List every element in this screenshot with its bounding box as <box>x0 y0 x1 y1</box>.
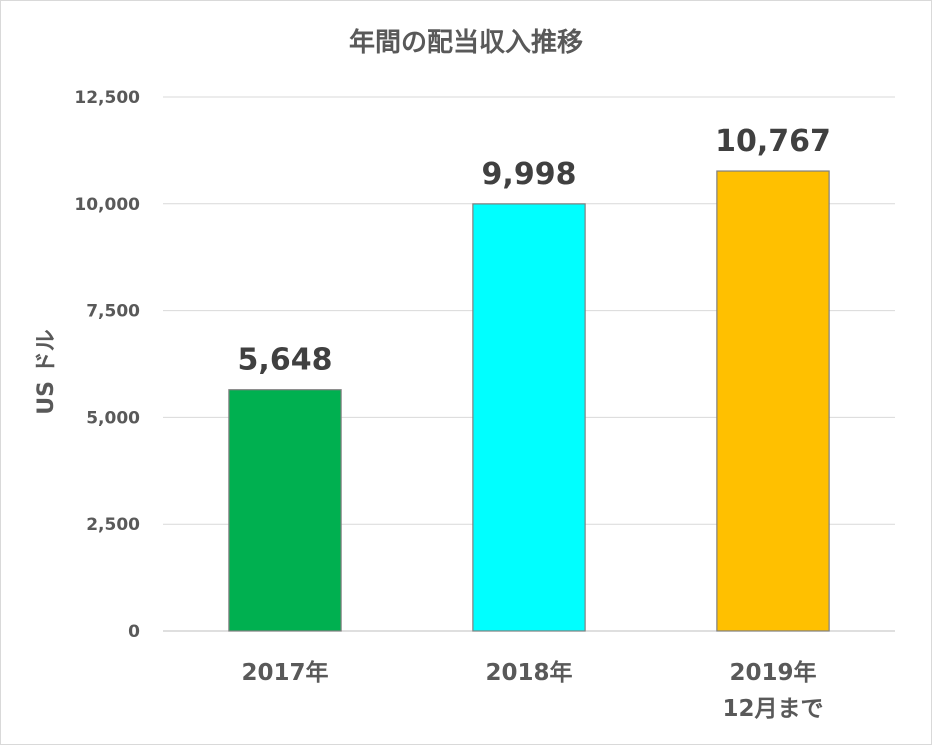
data-label: 5,648 <box>238 343 333 378</box>
bar <box>228 389 342 632</box>
bar <box>716 170 830 632</box>
x-tick-label: 2018年 <box>485 659 572 686</box>
chart-title: 年間の配当収入推移 <box>348 28 583 58</box>
y-tick-label: 7,500 <box>86 302 140 322</box>
y-tick-label: 10,000 <box>74 195 140 215</box>
y-tick-label: 0 <box>128 622 140 642</box>
bar <box>472 203 586 632</box>
x-tick-label: 2019年 <box>729 659 816 686</box>
y-tick-label: 12,500 <box>74 88 140 108</box>
data-label: 9,998 <box>482 157 577 192</box>
x-tick-label: 12月まで <box>722 696 823 722</box>
x-tick-label: 2017年 <box>241 659 328 686</box>
data-label: 10,767 <box>715 124 831 159</box>
y-tick-label: 5,000 <box>86 408 140 428</box>
y-tick-label: 2,500 <box>86 515 140 535</box>
